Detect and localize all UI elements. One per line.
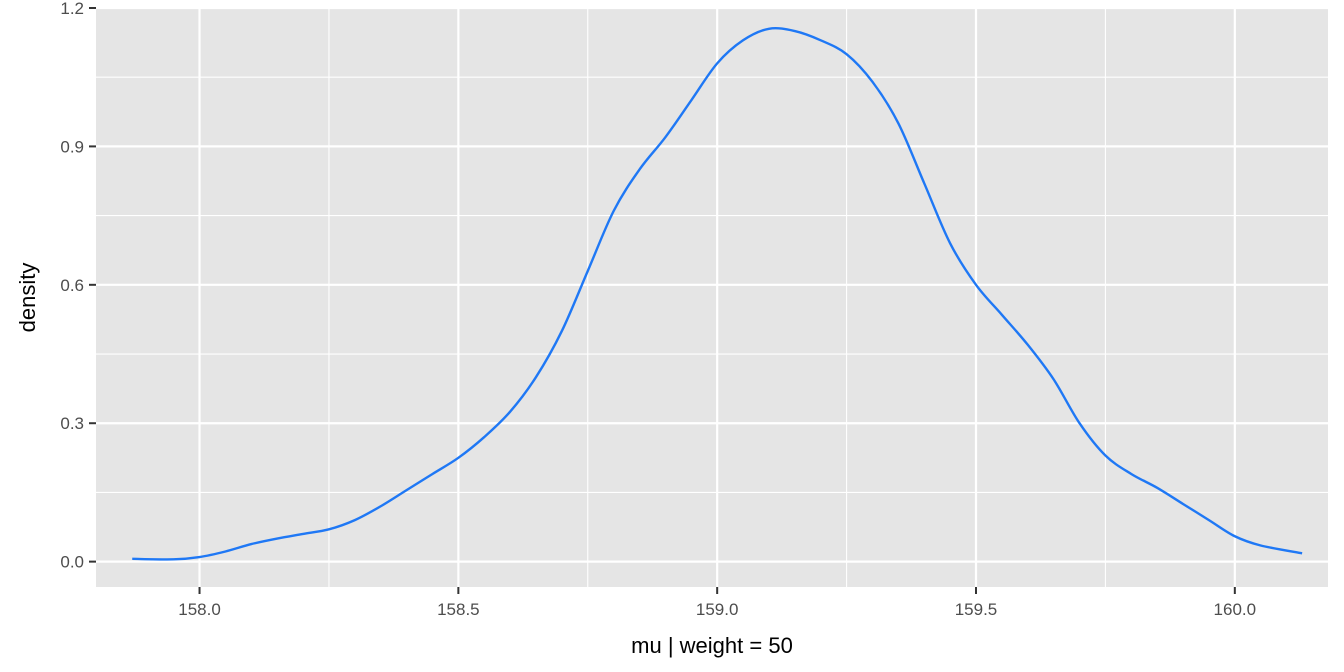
major-gridlines [96,6,1328,587]
y-axis-title: density [15,263,40,333]
density-curve [132,27,1303,561]
axis-ticks [89,7,1236,594]
y-tick-label: 0.6 [60,276,84,295]
y-tick-label: 0.0 [60,553,84,572]
x-tick-label: 158.0 [178,600,221,619]
x-axis-title: mu | weight = 50 [631,633,793,658]
y-tick-label: 0.9 [60,137,84,156]
plot-panel [96,8,1328,587]
x-tick-label: 159.0 [696,600,739,619]
y-tick-label: 0.3 [60,414,84,433]
y-tick-label: 1.2 [60,0,84,18]
data-layer [132,27,1303,561]
minor-gridlines [96,8,1328,587]
x-tick-label: 158.5 [437,600,480,619]
x-tick-label: 159.5 [955,600,998,619]
x-tick-label: 160.0 [1214,600,1257,619]
axis-tick-labels: 158.0 158.5 159.0 159.5 160.0 0.0 0.3 0.6 0.9 1.2 [60,0,1256,619]
